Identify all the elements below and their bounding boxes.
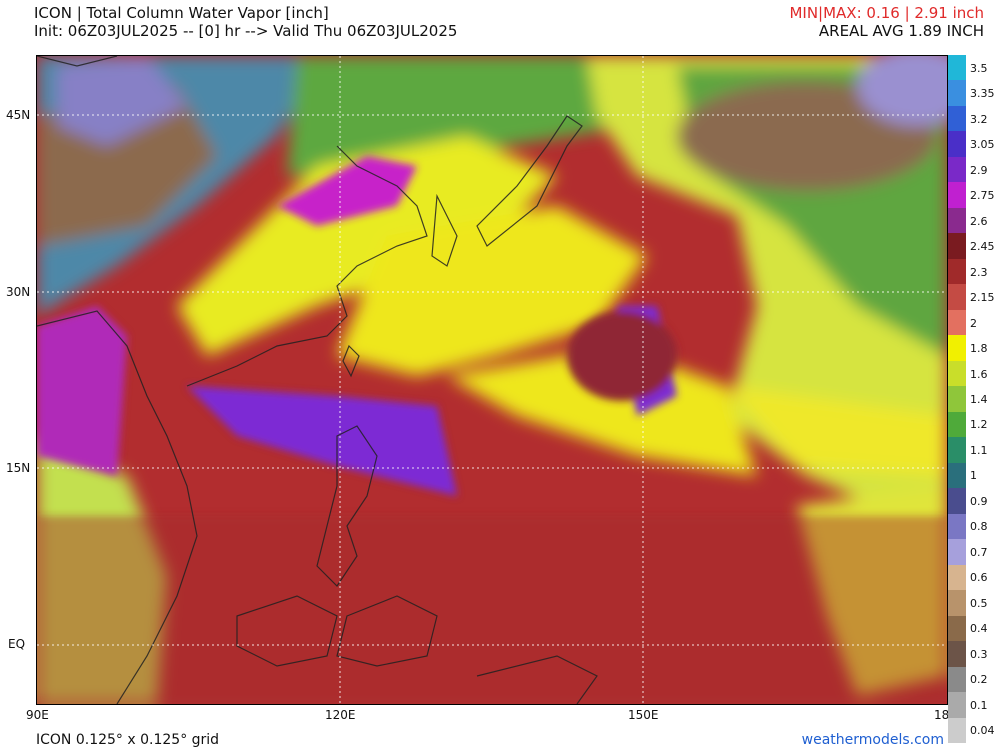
colorbar-swatch [948,717,966,744]
colorbar-swatch [948,131,966,158]
colorbar-label: 3.35 [970,87,995,101]
colorbar-swatch [948,335,966,362]
colorbar-label: 0.2 [970,673,988,687]
colorbar-swatch [948,513,966,540]
colorbar-label: 0.6 [970,571,988,585]
colorbar-swatch [948,411,966,438]
colorbar-label: 2 [970,316,977,330]
colorbar-label: 0.5 [970,596,988,610]
lon-label-180-truncated: 18 [934,708,950,722]
colorbar-swatch [948,80,966,107]
colorbar-label: 0.4 [970,622,988,636]
colorbar-swatch [948,488,966,515]
colorbar-label: 2.6 [970,214,988,228]
lat-label-45n: 45N [6,108,31,122]
colorbar-label: 1.8 [970,342,988,356]
colorbar-swatch [948,105,966,132]
colorbar-swatch [948,309,966,336]
areal-average-readout: AREAL AVG 1.89 INCH [818,22,984,40]
colorbar-swatch [948,156,966,183]
colorbar-swatch [948,437,966,464]
colorbar [948,55,966,744]
colorbar-swatch [948,284,966,311]
colorbar-swatch [948,55,966,81]
colorbar-swatch [948,590,966,617]
water-vapor-map [36,55,948,705]
colorbar-label: 2.9 [970,163,988,177]
colorbar-label: 0.8 [970,520,988,534]
lon-label-120e: 120E [325,708,356,722]
grid-resolution-note: ICON 0.125° x 0.125° grid [36,732,220,748]
colorbar-swatch [948,666,966,693]
init-valid-time: Init: 06Z03JUL2025 -- [0] hr --> Valid T… [34,22,458,40]
colorbar-label: 1.2 [970,418,988,432]
colorbar-swatch [948,564,966,591]
website-credit[interactable]: weathermodels.com [801,732,944,748]
colorbar-label: 1.1 [970,443,988,457]
colorbar-label: 2.45 [970,240,995,254]
colorbar-label: 0.7 [970,545,988,559]
map-title: ICON | Total Column Water Vapor [inch] [34,4,329,22]
lat-label-30n: 30N [6,285,31,299]
colorbar-swatch [948,386,966,413]
colorbar-label: 2.75 [970,189,995,203]
colorbar-label: 3.2 [970,112,988,126]
colorbar-label: 1.4 [970,393,988,406]
lat-label-eq: EQ [8,637,26,651]
colorbar-label: 0.04 [970,724,995,738]
colorbar-label: 1 [970,469,977,483]
colorbar-label: 0.1 [970,698,988,712]
lon-label-90e: 90E [26,708,49,722]
colorbar-swatch [948,182,966,209]
colorbar-swatch [948,360,966,387]
lat-label-15n: 15N [6,461,31,475]
colorbar-swatch [948,539,966,566]
colorbar-swatch [948,615,966,642]
lon-label-150e: 150E [628,708,659,722]
colorbar-swatch [948,233,966,260]
colorbar-label: 3.05 [970,138,995,152]
colorbar-swatch [948,462,966,489]
colorbar-label: 1.6 [970,367,988,381]
min-max-readout: MIN|MAX: 0.16 | 2.91 inch [789,4,984,22]
colorbar-label: 2.15 [970,291,995,305]
colorbar-label: 2.3 [970,265,988,279]
colorbar-swatch [948,258,966,285]
colorbar-label: 0.9 [970,494,988,508]
colorbar-swatch [948,692,966,718]
colorbar-swatch [948,641,966,668]
colorbar-label: 3.5 [970,61,988,75]
colorbar-label: 0.3 [970,647,988,661]
colorbar-swatch [948,207,966,234]
